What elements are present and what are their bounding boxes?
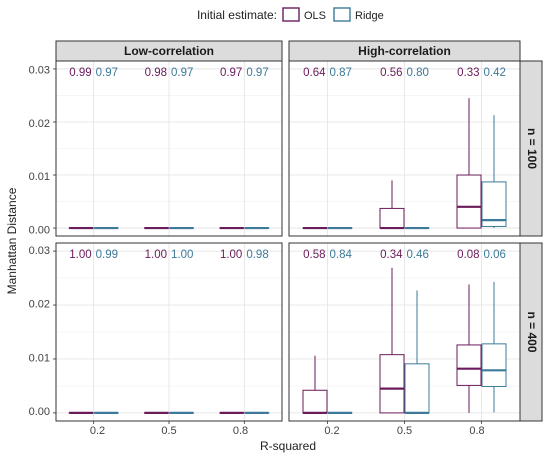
label-ridge: 0.46	[407, 249, 429, 261]
label-ridge: 0.99	[96, 249, 118, 261]
strip-low-correlation: Low-correlation	[124, 44, 214, 58]
label-ols: 0.08	[457, 249, 479, 261]
label-ols: 1.00	[220, 249, 242, 261]
y-tick-label-bottom-2: 0.02	[29, 299, 50, 311]
legend-label-ridge: Ridge	[355, 10, 384, 22]
panels: 0.99 0.97 0.98 0.97 0.97 0.97 0.64 0.87 0.56 0.80…	[53, 60, 521, 424]
strip-n-100: n = 100	[525, 128, 539, 169]
facet-row-strips: n = 100 n = 400	[519, 60, 543, 422]
panel-3: 0.58 0.84 0.34 0.46 0.08 0.06	[288, 242, 521, 424]
label-ridge: 1.00	[171, 249, 193, 261]
legend-title: Initial estimate:	[197, 8, 277, 22]
x-tick-label-left-1: 0.5	[161, 425, 176, 437]
label-ols: 0.64	[303, 67, 326, 79]
label-ridge: 0.84	[330, 249, 353, 261]
label-ols: 0.97	[220, 67, 242, 79]
label-ols: 0.58	[303, 249, 325, 261]
label-ridge: 0.97	[96, 67, 118, 79]
label-ols: 0.34	[380, 249, 403, 261]
label-ridge: 0.42	[484, 67, 506, 79]
x-tick-label-left-0: 0.2	[90, 425, 105, 437]
box-body	[302, 389, 328, 414]
y-tick-label-top-1: 0.01	[29, 171, 50, 183]
box-body	[456, 344, 482, 386]
x-tick-label-right-0: 0.2	[324, 425, 339, 437]
label-ridge: 0.98	[246, 249, 268, 261]
y-axis-title: Manhattan Distance	[5, 187, 19, 294]
label-ridge: 0.06	[484, 249, 506, 261]
x-axis-ticks: 0.2 0.5 0.8 0.2 0.5 0.8	[90, 425, 485, 437]
label-ols: 0.99	[69, 67, 91, 79]
box-ridge	[481, 281, 507, 413]
label-ols: 0.33	[457, 67, 479, 79]
box-body	[404, 363, 430, 414]
box-body	[379, 207, 405, 229]
legend-key-ridge	[333, 7, 351, 22]
box-body	[456, 174, 482, 229]
y-tick-label-bottom-3: 0.03	[29, 245, 50, 257]
y-tick-label-top-0: 0.00	[29, 225, 50, 237]
box-ols	[379, 267, 405, 414]
panel-border	[55, 60, 283, 237]
legend: Initial estimate: OLS Ridge	[197, 7, 384, 22]
facet-column-strips: Low-correlation High-correlation	[55, 40, 521, 62]
label-ols: 1.00	[69, 249, 91, 261]
box-body	[481, 343, 507, 387]
y-tick-label-top-2: 0.02	[29, 118, 50, 130]
panel-border	[288, 60, 521, 237]
panel-2: 1.00 0.99 1.00 1.00 1.00 0.98	[53, 242, 283, 424]
box-ridge	[404, 290, 430, 415]
y-tick-label-bottom-1: 0.01	[29, 353, 50, 365]
panel-0: 0.99 0.97 0.98 0.97 0.97 0.97	[53, 60, 283, 237]
label-ols: 0.98	[145, 67, 167, 79]
strip-high-correlation: High-correlation	[358, 44, 451, 58]
box-ols	[379, 180, 405, 230]
y-tick-label-top-3: 0.03	[29, 65, 50, 77]
legend-label-ols: OLS	[304, 10, 326, 22]
label-ridge: 0.87	[330, 67, 352, 79]
panel-1: 0.64 0.87 0.56 0.80 0.33 0.42	[288, 60, 521, 237]
x-axis-title: R-squared	[260, 439, 316, 453]
label-ridge: 0.97	[246, 67, 268, 79]
label-ridge: 0.97	[171, 67, 193, 79]
box-body	[379, 354, 405, 414]
box-ridge	[481, 115, 507, 229]
x-tick-label-right-2: 0.8	[469, 425, 484, 437]
x-tick-label-right-1: 0.5	[397, 425, 412, 437]
legend-key-ols	[282, 7, 300, 22]
label-ols: 1.00	[145, 249, 167, 261]
x-tick-label-left-2: 0.8	[233, 425, 248, 437]
strip-n-400: n = 400	[525, 311, 539, 352]
label-ols: 0.56	[380, 67, 402, 79]
box-ols	[456, 98, 482, 229]
y-tick-label-bottom-0: 0.00	[29, 406, 50, 418]
box-ols	[456, 284, 482, 413]
y-axis-ticks: 0.00 0.01 0.02 0.03 0.00 0.01 0.02 0.03	[29, 65, 50, 419]
box-ols	[302, 355, 328, 415]
label-ridge: 0.80	[407, 67, 429, 79]
